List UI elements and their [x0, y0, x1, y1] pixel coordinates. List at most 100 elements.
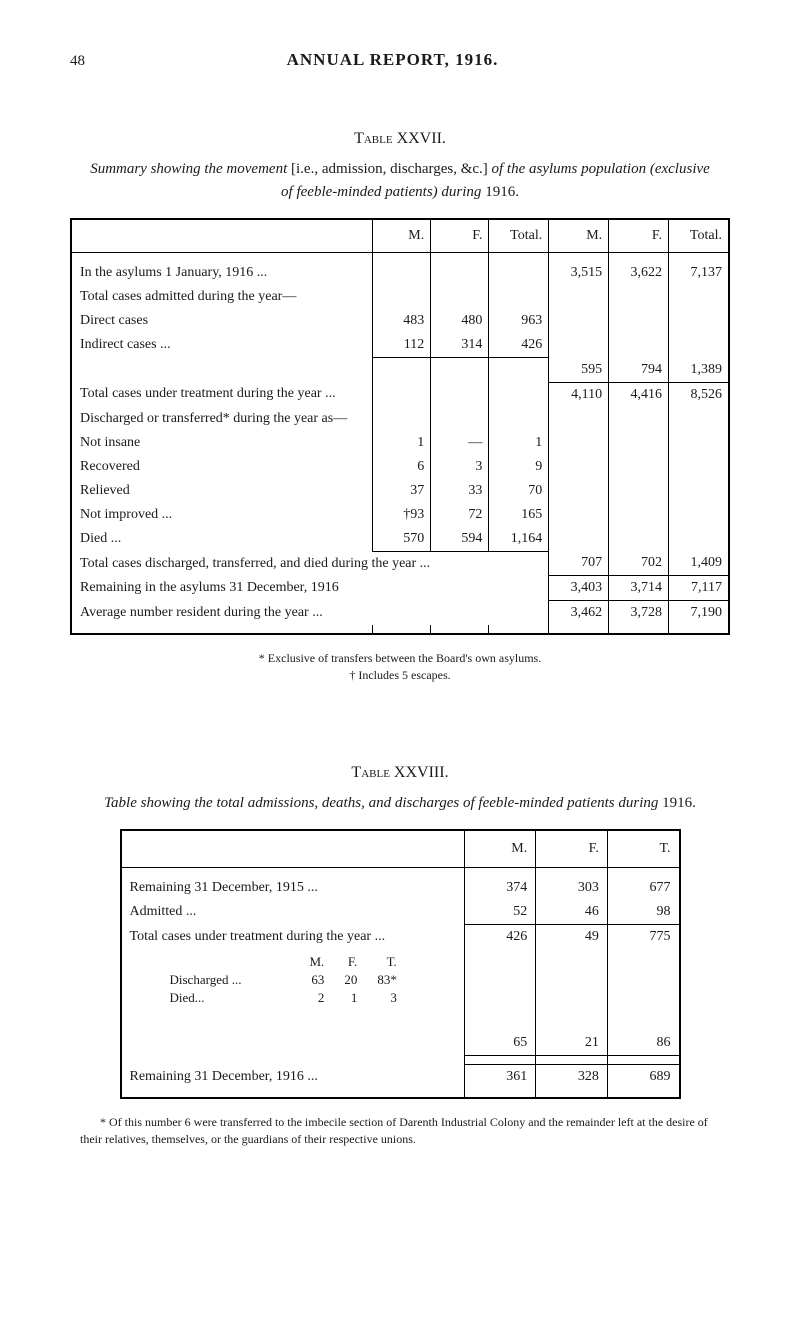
cell: 6 [373, 455, 431, 479]
cell [373, 261, 431, 285]
caption-text: Table showing the total admissions, deat… [104, 795, 662, 811]
col-header: F. [431, 219, 489, 253]
table-28-caption: Table showing the total admissions, deat… [70, 792, 730, 815]
table-row: Admitted ... 52 46 98 [121, 900, 680, 925]
mini-row-label: Died... [160, 989, 300, 1007]
table-row: Not insane 1 — 1 [71, 431, 729, 455]
cell: 52 [464, 900, 536, 925]
row-label: Direct cases [71, 309, 373, 333]
table-row: Average number resident during the year … [71, 601, 729, 626]
cell: 594 [431, 527, 489, 552]
caption-text: Summary showing the movement [90, 161, 291, 177]
cell: 65 [464, 1031, 536, 1056]
cell: 426 [489, 333, 549, 358]
table-27-label: Table XXVII. [70, 130, 730, 148]
col-header: T. [607, 830, 679, 868]
cell: 426 [464, 925, 536, 950]
footnote-text: † Includes 5 escapes. [349, 668, 450, 682]
cell: 1,409 [669, 551, 729, 576]
cell: 7,190 [669, 601, 729, 626]
table-row: Remaining 31 December, 1916 ... 361 328 … [121, 1065, 680, 1090]
mini-cell: 20 [334, 971, 367, 989]
cell: 3,728 [609, 601, 669, 626]
mini-cell: 83* [367, 971, 407, 989]
cell: 3,714 [609, 576, 669, 601]
table-27-caption: Summary showing the movement [i.e., admi… [70, 158, 730, 203]
cell: 1,389 [669, 358, 729, 383]
cell: †93 [373, 503, 431, 527]
cell: 1 [373, 431, 431, 455]
table-row: In the asylums 1 January, 1916 ... 3,515… [71, 261, 729, 285]
col-header: M. [549, 219, 609, 253]
mini-header: F. [334, 953, 367, 971]
mini-header: M. [300, 953, 335, 971]
col-header: F. [609, 219, 669, 253]
cell: 112 [373, 333, 431, 358]
table-27-footnote: * Exclusive of transfers between the Boa… [70, 650, 730, 684]
cell: 570 [373, 527, 431, 552]
cell: 3,515 [549, 261, 609, 285]
cell: 794 [609, 358, 669, 383]
cell: 37 [373, 479, 431, 503]
cell: 1,164 [489, 527, 549, 552]
cell: 4,110 [549, 382, 609, 407]
cell: 303 [536, 876, 608, 900]
cell: 483 [373, 309, 431, 333]
cell: 70 [489, 479, 549, 503]
cell: 480 [431, 309, 489, 333]
row-label: Remaining 31 December, 1916 ... [121, 1065, 465, 1090]
cell: 7,117 [669, 576, 729, 601]
row-label: Remaining in the asylums 31 December, 19… [71, 576, 549, 601]
table-row: Remaining 31 December, 1915 ... 374 303 … [121, 876, 680, 900]
cell: 328 [536, 1065, 608, 1090]
row-label: Remaining 31 December, 1915 ... [121, 876, 465, 900]
cell: 21 [536, 1031, 608, 1056]
cell: 9 [489, 455, 549, 479]
table-row: Discharged or transferred* during the ye… [71, 407, 729, 431]
row-label: In the asylums 1 January, 1916 ... [71, 261, 373, 285]
table-row: Total cases discharged, transferred, and… [71, 551, 729, 576]
table-row: Direct cases 483 480 963 [71, 309, 729, 333]
mini-row-label: Discharged ... [160, 971, 300, 989]
cell: 1 [489, 431, 549, 455]
table-row: Total cases under treatment during the y… [121, 925, 680, 950]
col-header: M. [373, 219, 431, 253]
table-row: Total cases under treatment during the y… [71, 382, 729, 407]
table-row: Died ... 570 594 1,164 [71, 527, 729, 552]
caption-year: 1916. [485, 184, 519, 200]
row-label: Not improved ... [71, 503, 373, 527]
mini-table-container: M. F. T. Discharged ... 63 20 83* Died..… [121, 949, 465, 1031]
cell: 361 [464, 1065, 536, 1090]
cell: 677 [607, 876, 679, 900]
row-label: Total cases under treatment during the y… [71, 382, 373, 407]
cell: 3,403 [549, 576, 609, 601]
row-label: Admitted ... [121, 900, 465, 925]
cell: 775 [607, 925, 679, 950]
table-row: Relieved 37 33 70 [71, 479, 729, 503]
row-label: Total cases admitted during the year— [71, 285, 373, 309]
mini-cell: 63 [300, 971, 335, 989]
row-label: Average number resident during the year … [71, 601, 549, 626]
mini-cell: 1 [334, 989, 367, 1007]
cell: 86 [607, 1031, 679, 1056]
cell: 595 [549, 358, 609, 383]
cell: 33 [431, 479, 489, 503]
row-label: Total cases under treatment during the y… [121, 925, 465, 950]
caption-year: 1916. [662, 795, 696, 811]
row-label: Relieved [71, 479, 373, 503]
table-row: M. F. T. Discharged ... 63 20 83* Died..… [121, 949, 680, 1031]
cell: 3 [431, 455, 489, 479]
table-28-label: Table XXVIII. [70, 764, 730, 782]
cell: 49 [536, 925, 608, 950]
table-27: M. F. Total. M. F. Total. In the asylums… [70, 218, 730, 635]
cell: 314 [431, 333, 489, 358]
cell: 72 [431, 503, 489, 527]
cell: 8,526 [669, 382, 729, 407]
cell: 3,622 [609, 261, 669, 285]
cell: 3,462 [549, 601, 609, 626]
mini-cell: 3 [367, 989, 407, 1007]
mini-header: T. [367, 953, 407, 971]
cell [431, 261, 489, 285]
row-label: Recovered [71, 455, 373, 479]
cell: 374 [464, 876, 536, 900]
